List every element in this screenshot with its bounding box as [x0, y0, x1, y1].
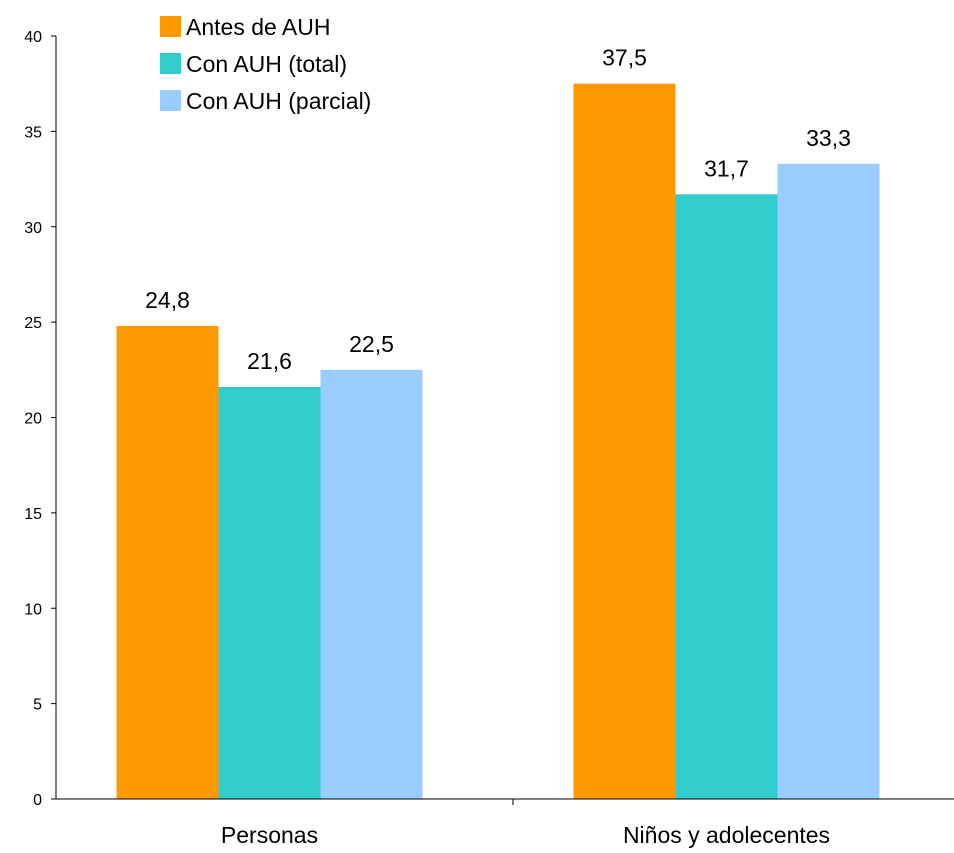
y-tick-label: 20 — [24, 411, 42, 428]
bar-2-1 — [218, 386, 321, 799]
y-tick-label: 40 — [24, 29, 42, 46]
data-label: 21,6 — [247, 348, 292, 374]
y-tick-label: 15 — [24, 506, 42, 523]
y-tick-label: 5 — [33, 697, 42, 714]
legend-label: Con AUH (parcial) — [186, 88, 371, 114]
data-label: 37,5 — [602, 45, 647, 71]
data-labels-group: 24,8 21,6 22,5 37,5 31,7 33,3 — [145, 45, 851, 374]
legend-swatch — [160, 90, 181, 111]
bar-1-1 — [116, 325, 219, 799]
x-axis: Personas Niños y adolecentes — [56, 798, 954, 848]
bar-1-2 — [573, 83, 676, 799]
legend-label: Antes de AUH — [186, 14, 330, 40]
data-label: 24,8 — [145, 287, 190, 313]
legend-label: Con AUH (total) — [186, 51, 347, 77]
legend-swatch — [160, 53, 181, 74]
data-label: 22,5 — [349, 331, 394, 357]
y-axis: 0 5 10 15 20 25 30 35 40 — [24, 29, 57, 809]
x-category-label: Niños y adolecentes — [623, 822, 830, 848]
y-tick-label: 35 — [24, 124, 42, 141]
data-label: 33,3 — [806, 125, 851, 151]
x-category-label: Personas — [221, 822, 318, 848]
bar-3-1 — [320, 369, 423, 799]
legend: Antes de AUH Con AUH (total) Con AUH (parc… — [160, 14, 371, 114]
data-label: 31,7 — [704, 155, 749, 181]
y-tick-label: 25 — [24, 315, 42, 332]
bar-3-2 — [777, 163, 880, 800]
bar-2-2 — [675, 194, 778, 799]
y-tick-label: 10 — [24, 601, 42, 618]
y-tick-label: 30 — [24, 220, 42, 237]
legend-swatch — [160, 16, 181, 37]
bars-group — [116, 83, 880, 800]
y-tick-label: 0 — [33, 792, 42, 809]
